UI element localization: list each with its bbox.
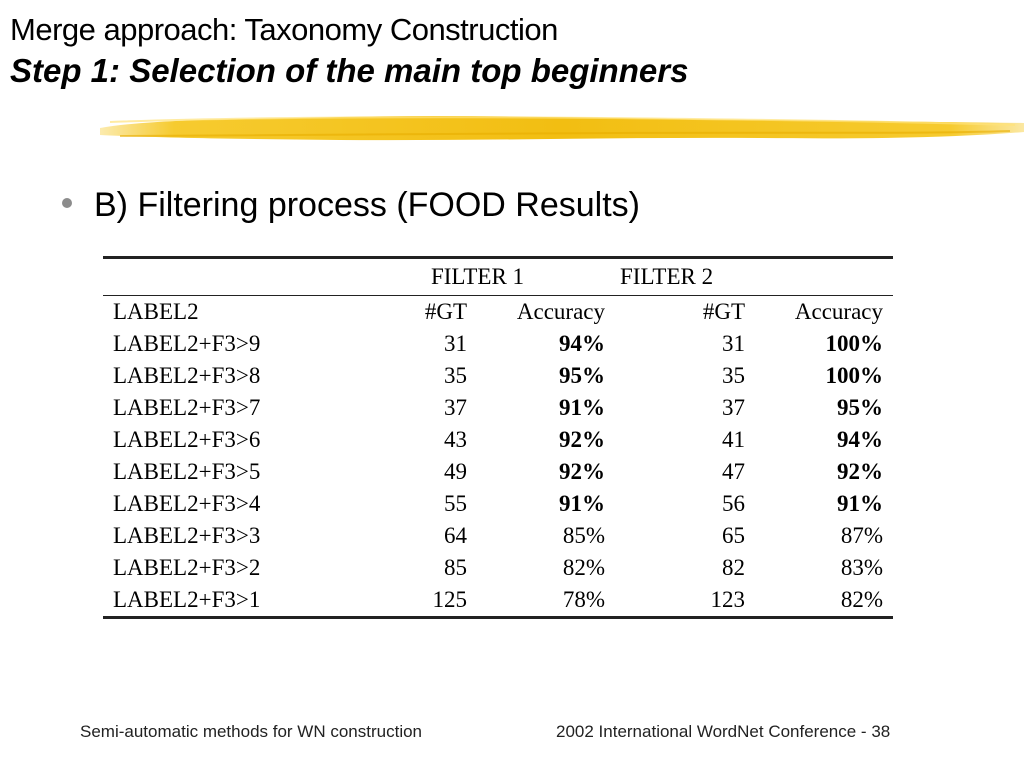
row-gt1-cell: 31 <box>444 331 467 356</box>
row-gt2-cell: 35 <box>722 363 745 388</box>
row-label-cell: LABEL2+F3>2 <box>113 555 261 580</box>
row-accuracy1-cell: 91% <box>559 491 605 516</box>
row-label-cell: LABEL2+F3>9 <box>113 331 261 356</box>
filter1-header: FILTER 1 <box>340 256 615 296</box>
table-corner-cell <box>103 256 340 296</box>
column-header-label: LABEL2 <box>103 295 340 328</box>
row-accuracy1-cell: 82% <box>562 555 605 580</box>
row-label-cell: LABEL2+F3>1 <box>103 584 340 619</box>
row-accuracy2-cell: 83% <box>840 555 883 580</box>
table-row: LABEL2+F3>6 43 92% 41 94% <box>103 424 893 456</box>
footer-right: 2002 International WordNet Conference - … <box>556 722 891 741</box>
table-row: LABEL2+F3>5 49 92% 47 92% <box>103 456 893 488</box>
row-gt1-cell: 55 <box>444 491 467 516</box>
row-accuracy2-cell: 100% <box>825 363 884 388</box>
table-row: LABEL2+F3>2 85 82% 82 83% <box>103 552 893 584</box>
row-accuracy1-cell: 85% <box>562 523 605 548</box>
table-group-header-row: FILTER 1 FILTER 2 <box>103 256 893 296</box>
table-column-header-row: LABEL2 #GT Accuracy #GT Accuracy <box>103 295 893 328</box>
table-row: LABEL2+F3>3 64 85% 65 87% <box>103 520 893 552</box>
bullet-dot-icon <box>62 198 72 209</box>
row-gt1-cell: 125 <box>340 584 477 619</box>
row-gt1-cell: 43 <box>444 427 467 452</box>
slide-title-line2: Step 1: Selection of the main top beginn… <box>10 52 689 89</box>
row-gt1-cell: 49 <box>444 459 467 484</box>
table-row: LABEL2+F3>8 35 95% 35 100% <box>103 360 893 392</box>
row-label-cell: LABEL2+F3>4 <box>113 491 261 516</box>
column-header-gt1: #GT <box>340 295 477 328</box>
row-accuracy2-cell: 87% <box>840 523 883 548</box>
row-gt2-cell: 82 <box>722 555 745 580</box>
table-row: LABEL2+F3>4 55 91% 56 91% <box>103 488 893 520</box>
row-gt2-cell: 31 <box>722 331 745 356</box>
row-accuracy1-cell: 91% <box>559 395 605 420</box>
row-accuracy1-cell: 78% <box>477 584 615 619</box>
row-accuracy2-cell: 82% <box>755 584 893 619</box>
filter2-header: FILTER 2 <box>615 256 893 296</box>
row-gt2-cell: 56 <box>722 491 745 516</box>
row-gt1-cell: 37 <box>444 395 467 420</box>
row-accuracy1-cell: 92% <box>559 459 605 484</box>
row-accuracy2-cell: 100% <box>825 331 884 356</box>
row-gt2-cell: 123 <box>615 584 755 619</box>
row-accuracy2-cell: 92% <box>837 459 883 484</box>
table-body: LABEL2+F3>9 31 94% 31 100% LABEL2+F3>8 35 95% 35… <box>103 328 893 619</box>
table-row: LABEL2+F3>1 125 78% 123 82% <box>103 584 893 619</box>
row-accuracy2-cell: 91% <box>837 491 883 516</box>
row-label-cell: LABEL2+F3>3 <box>113 523 261 548</box>
column-header-gt2: #GT <box>615 295 755 328</box>
row-accuracy2-cell: 95% <box>837 395 883 420</box>
yellow-brush-stroke <box>100 116 1024 141</box>
results-table: FILTER 1 FILTER 2 LABEL2 #GT Accuracy #G… <box>103 256 893 619</box>
row-gt2-cell: 65 <box>722 523 745 548</box>
column-header-accuracy1: Accuracy <box>477 295 615 328</box>
row-gt1-cell: 35 <box>444 363 467 388</box>
row-label-cell: LABEL2+F3>6 <box>113 427 261 452</box>
row-label-cell: LABEL2+F3>8 <box>113 363 261 388</box>
row-accuracy2-cell: 94% <box>837 427 883 452</box>
row-accuracy1-cell: 92% <box>559 427 605 452</box>
row-accuracy1-cell: 94% <box>559 331 605 356</box>
row-accuracy1-cell: 95% <box>559 363 605 388</box>
row-gt1-cell: 64 <box>444 523 467 548</box>
row-gt2-cell: 41 <box>722 427 745 452</box>
column-header-accuracy2: Accuracy <box>755 295 893 328</box>
bullet-item: B) Filtering process (FOOD Results) <box>62 186 640 225</box>
footer-left: Semi-automatic methods for WN constructi… <box>80 722 423 741</box>
row-label-cell: LABEL2+F3>7 <box>113 395 261 420</box>
table-row: LABEL2+F3>9 31 94% 31 100% <box>103 328 893 360</box>
row-gt2-cell: 37 <box>722 395 745 420</box>
row-label-cell: LABEL2+F3>5 <box>113 459 261 484</box>
row-gt2-cell: 47 <box>722 459 745 484</box>
row-gt1-cell: 85 <box>444 555 467 580</box>
table-row: LABEL2+F3>7 37 91% 37 95% <box>103 392 893 424</box>
slide-title-line1: Merge approach: Taxonomy Construction <box>10 12 558 47</box>
bullet-text: B) Filtering process (FOOD Results) <box>94 186 640 224</box>
